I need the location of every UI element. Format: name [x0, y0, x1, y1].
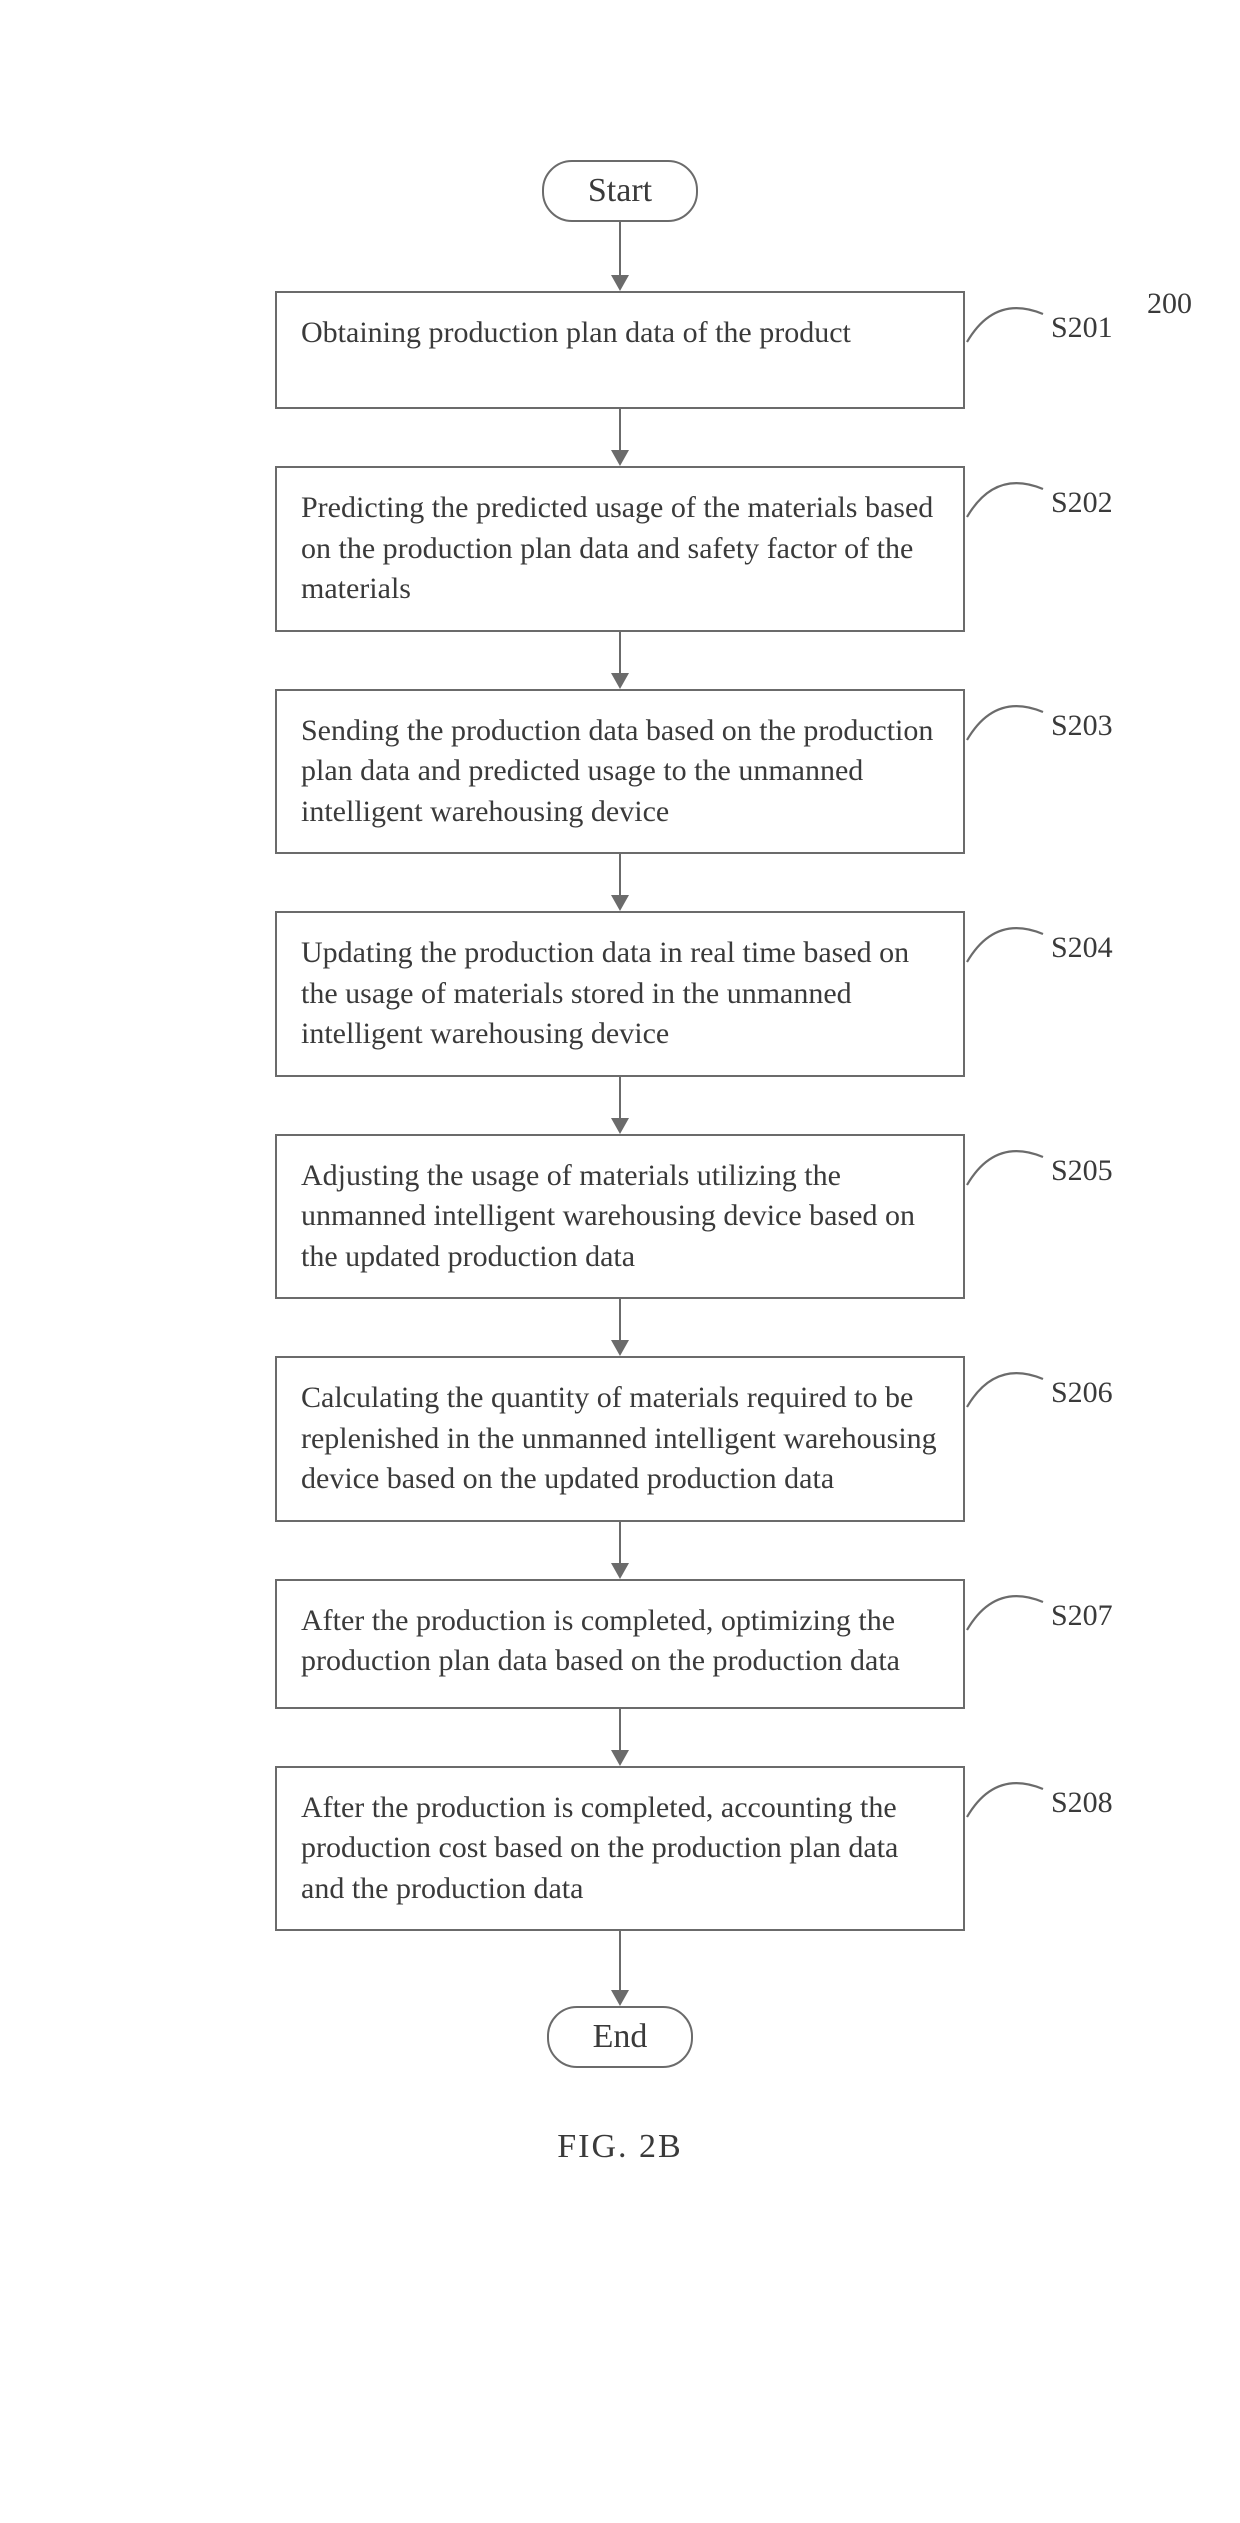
step-label-wrap: S201: [965, 291, 1113, 345]
flow-step-box: Sending the production data based on the…: [275, 689, 965, 855]
flow-step-row: Calculating the quantity of materials re…: [0, 1356, 1240, 1522]
step-label: S201: [1051, 311, 1113, 345]
arrow-line: [619, 1077, 621, 1119]
arrow-head-icon: [611, 275, 629, 291]
arrow: [611, 222, 629, 291]
arrow-line: [619, 1931, 621, 1991]
step-label-wrap: S206: [965, 1356, 1113, 1410]
arrow-head-icon: [611, 1750, 629, 1766]
flow-step-text: Sending the production data based on the…: [301, 714, 933, 828]
step-label: S202: [1051, 486, 1113, 520]
arrow: [611, 1709, 629, 1766]
leader-arc-icon: [965, 1357, 1045, 1409]
step-label-wrap: S208: [965, 1766, 1113, 1820]
arrow-line: [619, 409, 621, 451]
flow-step-row: Updating the production data in real tim…: [0, 911, 1240, 1077]
figure-caption: FIG. 2B: [0, 2128, 1240, 2166]
arrow: [611, 632, 629, 689]
flow-step-row: Predicting the predicted usage of the ma…: [0, 466, 1240, 632]
flow-step-text: After the production is completed, optim…: [301, 1604, 900, 1678]
terminal-end-label: End: [593, 2018, 648, 2055]
flow-step-box: Calculating the quantity of materials re…: [275, 1356, 965, 1522]
arrow: [611, 1299, 629, 1356]
flowchart-container: Start 200Obtaining production plan data …: [0, 160, 1240, 2068]
arrow: [611, 1522, 629, 1579]
leader-arc-icon: [965, 912, 1045, 964]
leader-arc-icon: [965, 1580, 1045, 1632]
step-label-wrap: S202: [965, 466, 1113, 520]
flow-step-text: After the production is completed, accou…: [301, 1791, 898, 1905]
step-label: S208: [1051, 1786, 1113, 1820]
flow-step-row: 200Obtaining production plan data of the…: [0, 291, 1240, 409]
flow-step-text: Updating the production data in real tim…: [301, 936, 909, 1050]
arrow-line: [619, 1522, 621, 1564]
arrow-head-icon: [611, 895, 629, 911]
terminal-start: Start: [542, 160, 698, 222]
step-label-wrap: S205: [965, 1134, 1113, 1188]
arrow-line: [619, 1299, 621, 1341]
arrow: [611, 854, 629, 911]
step-label: S203: [1051, 709, 1113, 743]
flow-step-text: Obtaining production plan data of the pr…: [301, 316, 851, 349]
arrow-line: [619, 1709, 621, 1751]
arrow-line: [619, 854, 621, 896]
arrow-head-icon: [611, 1340, 629, 1356]
flow-step-text: Predicting the predicted usage of the ma…: [301, 491, 933, 605]
arrow-line: [619, 222, 621, 276]
flow-step-row: Sending the production data based on the…: [0, 689, 1240, 855]
flow-step-text: Adjusting the usage of materials utilizi…: [301, 1159, 915, 1273]
flow-step-box: After the production is completed, accou…: [275, 1766, 965, 1932]
step-label: S206: [1051, 1376, 1113, 1410]
leader-arc-icon: [965, 690, 1045, 742]
flow-step-box: Updating the production data in real tim…: [275, 911, 965, 1077]
flow-step-box: Adjusting the usage of materials utilizi…: [275, 1134, 965, 1300]
arrow-head-icon: [611, 1118, 629, 1134]
flow-step-box: After the production is completed, optim…: [275, 1579, 965, 1709]
flow-step-box: Obtaining production plan data of the pr…: [275, 291, 965, 409]
arrow: [611, 1931, 629, 2006]
step-label-wrap: S207: [965, 1579, 1113, 1633]
flow-step-box: Predicting the predicted usage of the ma…: [275, 466, 965, 632]
step-label: S207: [1051, 1599, 1113, 1633]
arrow-head-icon: [611, 673, 629, 689]
arrow-line: [619, 632, 621, 674]
arrow: [611, 1077, 629, 1134]
figure-number: 200: [1147, 287, 1192, 321]
step-label: S205: [1051, 1154, 1113, 1188]
leader-arc-icon: [965, 1767, 1045, 1819]
arrow-head-icon: [611, 450, 629, 466]
arrow: [611, 409, 629, 466]
step-label-wrap: S203: [965, 689, 1113, 743]
step-label: S204: [1051, 931, 1113, 965]
terminal-end: End: [547, 2006, 694, 2068]
flow-step-row: After the production is completed, accou…: [0, 1766, 1240, 1932]
arrow-head-icon: [611, 1990, 629, 2006]
terminal-start-label: Start: [588, 172, 652, 209]
step-label-wrap: S204: [965, 911, 1113, 965]
flow-step-row: Adjusting the usage of materials utilizi…: [0, 1134, 1240, 1300]
leader-arc-icon: [965, 292, 1045, 344]
flow-step-text: Calculating the quantity of materials re…: [301, 1381, 937, 1495]
leader-arc-icon: [965, 1135, 1045, 1187]
arrow-head-icon: [611, 1563, 629, 1579]
flow-step-row: After the production is completed, optim…: [0, 1579, 1240, 1709]
leader-arc-icon: [965, 467, 1045, 519]
